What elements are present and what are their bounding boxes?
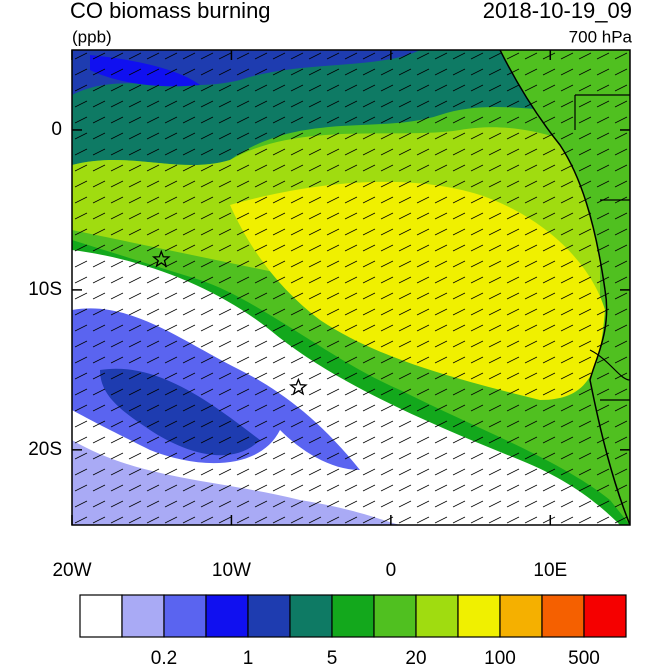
level: 700 hPa xyxy=(569,27,633,46)
y-tick-label: 20S xyxy=(28,439,62,460)
colorbar-box xyxy=(247,594,291,638)
site-marker xyxy=(151,249,171,268)
colorbar-box xyxy=(541,594,585,638)
colorbar-label: 100 xyxy=(484,648,516,667)
x-tick-label: 10W xyxy=(212,560,251,581)
colorbar-box xyxy=(457,594,501,638)
x-tick-label: 0 xyxy=(386,560,397,581)
colorbar-label: 1 xyxy=(243,648,254,667)
colorbar-box xyxy=(499,594,543,638)
colorbar-box xyxy=(205,594,249,638)
map-frame xyxy=(71,49,631,526)
colorbar-label: 5 xyxy=(327,648,338,667)
colorbar-label: 500 xyxy=(568,648,600,667)
x-tick-label: 10E xyxy=(533,560,567,581)
co-field xyxy=(72,50,630,525)
colorbar-box xyxy=(79,594,123,638)
title: CO biomass burning xyxy=(70,0,271,23)
colorbar-box xyxy=(289,594,333,638)
x-tick-label: 20W xyxy=(52,560,91,581)
colorbar-label: 20 xyxy=(405,648,426,667)
colorbar-label: 0.2 xyxy=(151,648,177,667)
date: 2018-10-19_09 xyxy=(483,0,632,23)
colorbar-box xyxy=(373,594,417,638)
colorbar-box xyxy=(331,594,375,638)
y-tick-label: 0 xyxy=(51,119,62,140)
site-marker xyxy=(289,377,308,396)
colorbar-box xyxy=(583,594,627,638)
colorbar-box xyxy=(415,594,459,638)
y-tick-label: 10S xyxy=(28,279,62,300)
units: (ppb) xyxy=(72,27,112,46)
colorbar-box xyxy=(163,594,207,638)
colorbar-box xyxy=(121,594,165,638)
